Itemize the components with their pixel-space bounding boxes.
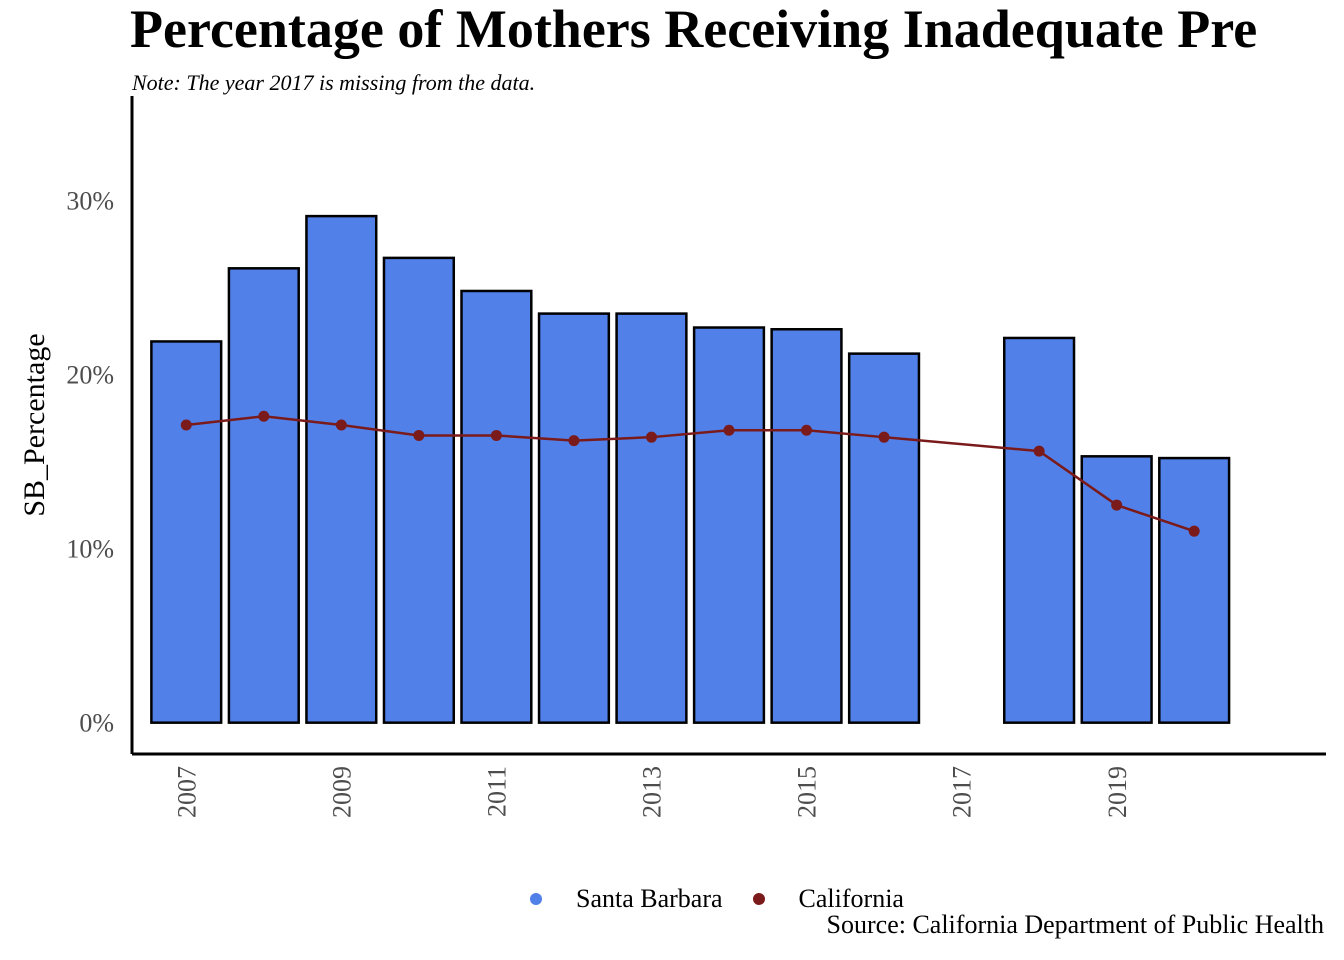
california-point-2010: [413, 429, 425, 441]
bar-2007: [150, 340, 223, 724]
y-tick-label: 20%: [66, 361, 114, 390]
legend-label-california: California: [798, 884, 904, 913]
bar-2013: [615, 312, 688, 724]
x-tick-label: 2015: [793, 766, 822, 818]
bar-2008: [227, 267, 300, 724]
bar-2015: [770, 328, 843, 724]
california-point-2014: [723, 424, 735, 436]
x-tick-label: 2011: [483, 766, 512, 817]
line-layer: [180, 410, 1200, 537]
california-point-2020: [1188, 525, 1200, 537]
california-point-2013: [645, 431, 657, 443]
bar-2014: [692, 326, 766, 724]
y-axis-label: SB_Percentage: [18, 333, 51, 516]
axes-layer: 0% 10% 20% 30% 2007 2009 2011 2013 2015 2017 2019: [66, 96, 1326, 818]
california-point-2007: [180, 419, 192, 431]
california-point-2016: [878, 431, 890, 443]
california-point-2009: [335, 419, 347, 431]
bar-2018: [1002, 336, 1076, 724]
bar-2011: [460, 289, 533, 724]
legend-label-santa-barbara: Santa Barbara: [576, 884, 723, 913]
chart-title: Percentage of Mothers Receiving Inadequa…: [130, 0, 1258, 59]
california-point-2018: [1033, 445, 1045, 457]
california-point-2012: [568, 435, 580, 447]
legend-item-california: California: [752, 884, 904, 914]
x-tick-label: 2017: [948, 766, 977, 818]
y-tick-label: 30%: [66, 186, 114, 215]
bar-2009: [305, 214, 378, 724]
legend-dot-santa-barbara: [530, 893, 542, 905]
california-point-2015: [801, 424, 813, 436]
california-point-2011: [490, 429, 502, 441]
chart-caption: Source: California Department of Public …: [826, 910, 1324, 939]
legend: Santa Barbara California: [530, 884, 934, 914]
x-tick-label: 2007: [172, 766, 201, 818]
y-tick-label: 10%: [66, 535, 114, 564]
y-tick-label: 0%: [79, 709, 114, 738]
x-tick-label: 2013: [638, 766, 667, 818]
bar-2012: [537, 312, 611, 724]
california-point-2019: [1111, 499, 1123, 511]
chart-subtitle: Note: The year 2017 is missing from the …: [132, 70, 536, 95]
bar-2019: [1080, 455, 1153, 724]
california-point-2008: [258, 410, 270, 422]
legend-item-santa-barbara: Santa Barbara: [530, 884, 723, 914]
x-tick-label: 2019: [1103, 766, 1132, 818]
bar-2010: [382, 256, 456, 724]
bar-2020: [1158, 456, 1231, 724]
bar-2016: [847, 352, 921, 724]
x-tick-label: 2009: [327, 766, 356, 818]
legend-dot-california: [752, 893, 765, 905]
bars-layer: [150, 214, 1231, 724]
